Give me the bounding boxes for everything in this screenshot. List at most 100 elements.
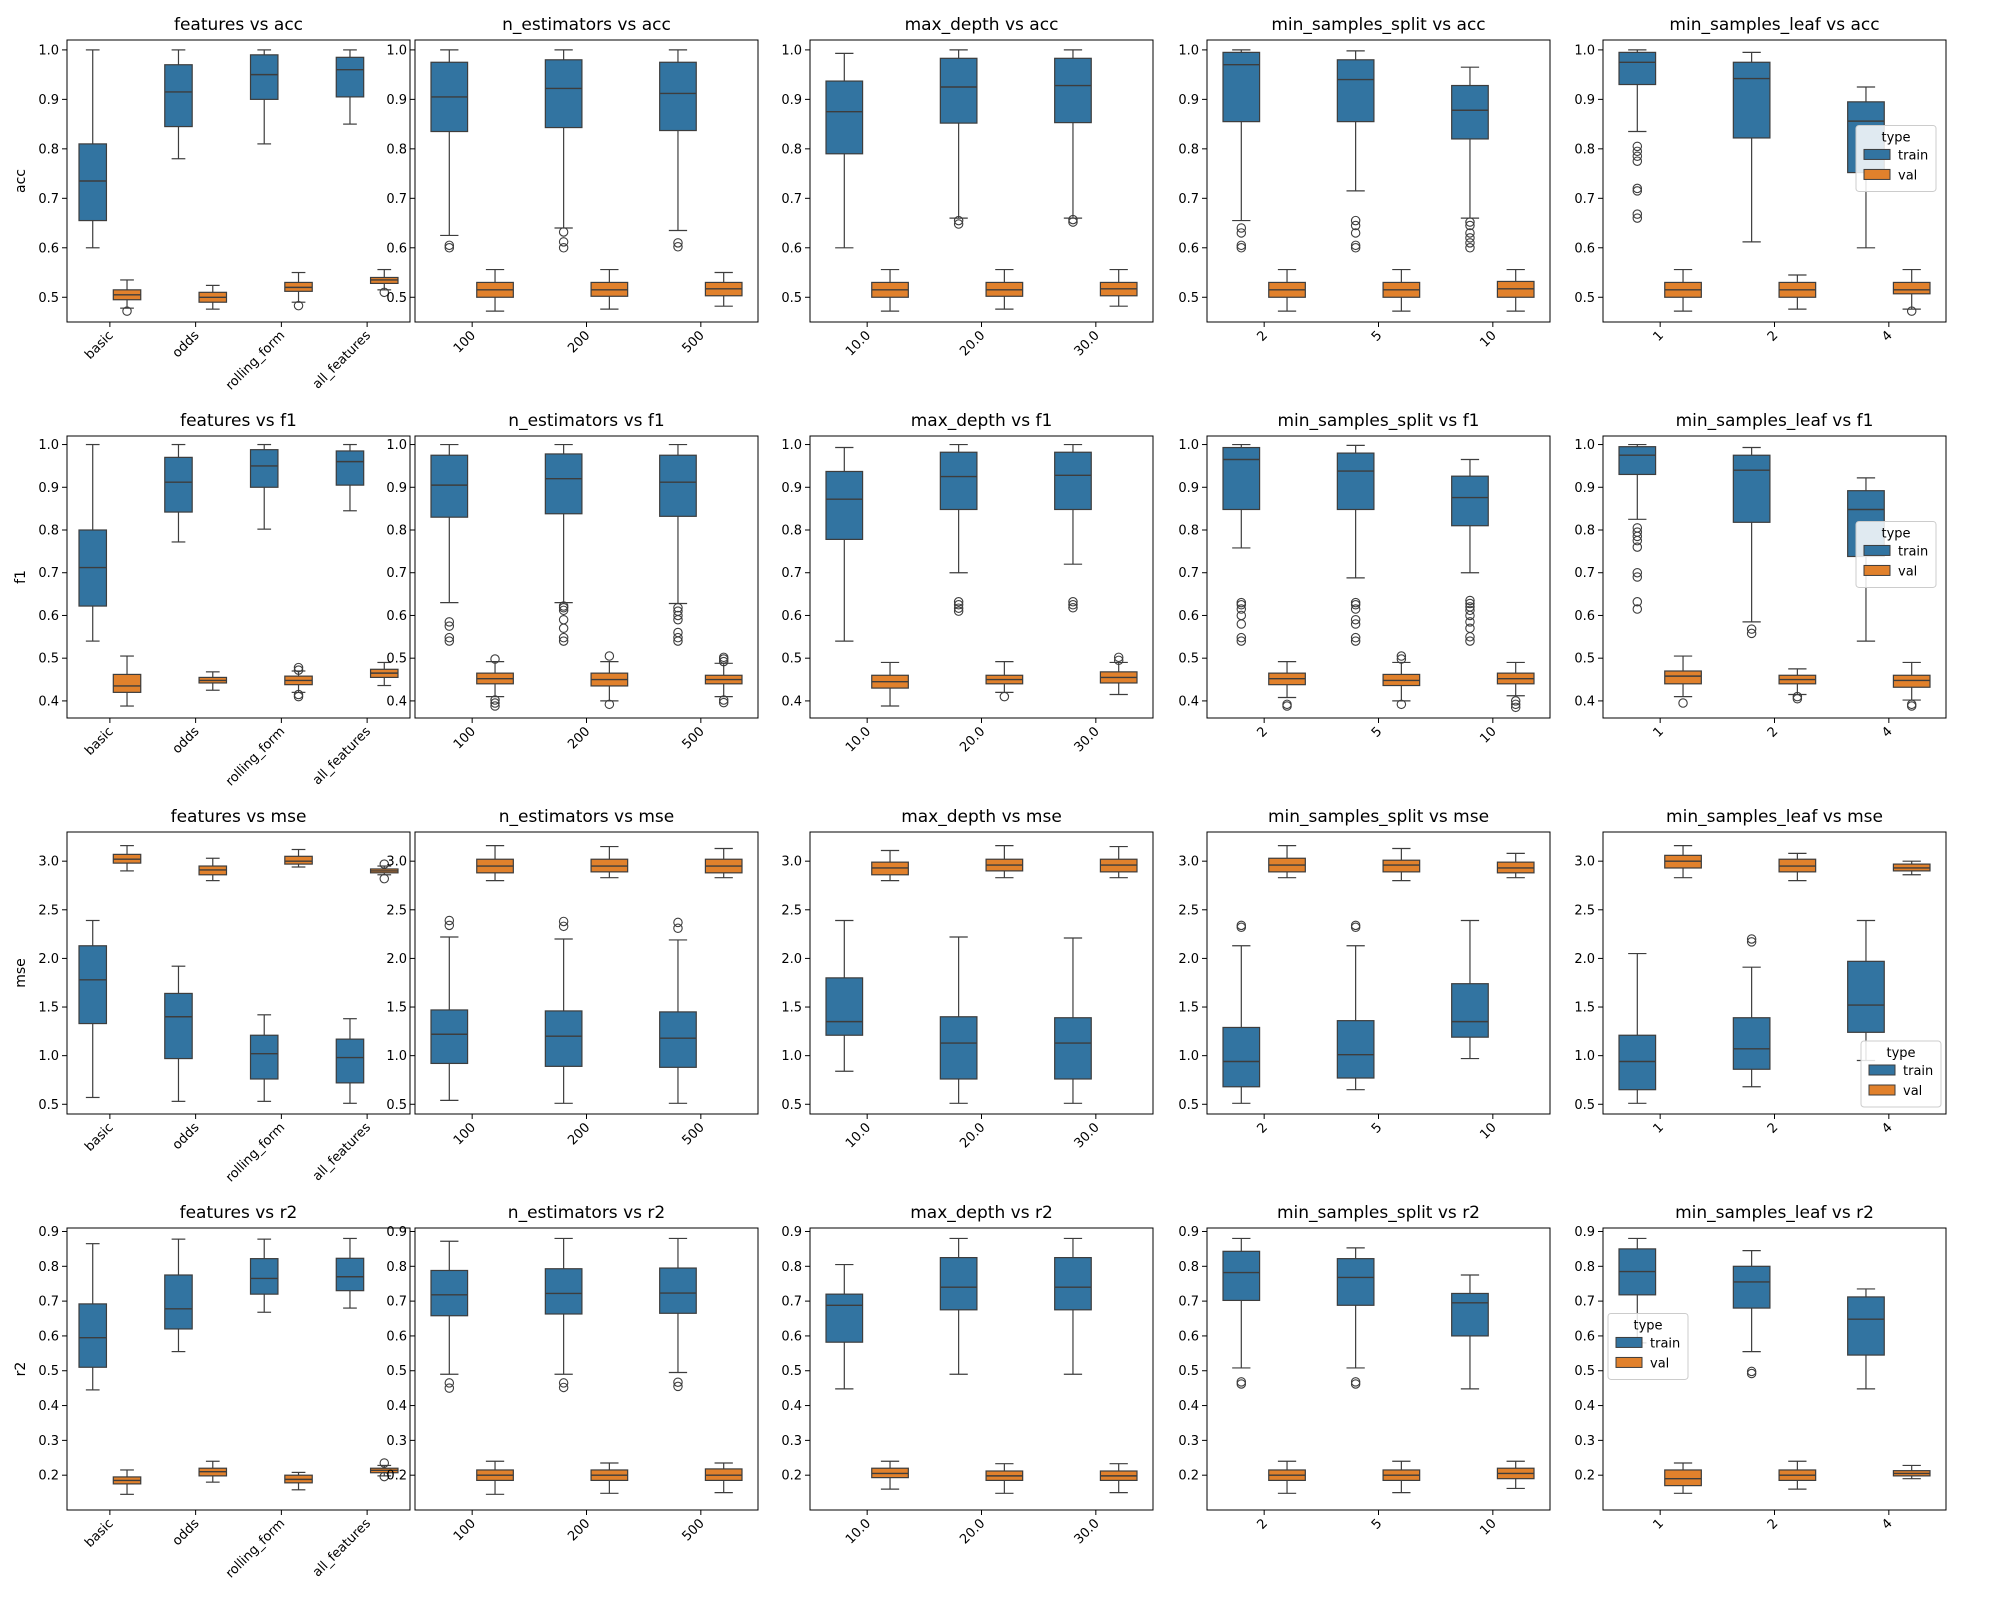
val-box bbox=[1382, 268, 1421, 312]
legend-label-train: train bbox=[1898, 148, 1928, 163]
box-iqr bbox=[544, 59, 583, 129]
outlier-point bbox=[1350, 215, 1361, 226]
train-box bbox=[1451, 1274, 1489, 1390]
outlier-point bbox=[1632, 597, 1643, 607]
legend-swatch-train bbox=[1615, 1336, 1643, 1348]
outlier-point bbox=[1350, 920, 1361, 931]
outlier-point bbox=[490, 698, 500, 708]
subplot-title: min_samples_split vs acc bbox=[1271, 15, 1485, 35]
subplot-title: min_samples_split vs f1 bbox=[1277, 411, 1479, 431]
box-iqr bbox=[1054, 1256, 1092, 1311]
box-iqr bbox=[78, 143, 108, 222]
y-axis-label: acc bbox=[13, 169, 29, 193]
outlier-point bbox=[1746, 628, 1757, 639]
outlier-point bbox=[1350, 614, 1361, 625]
box-iqr bbox=[1451, 84, 1489, 140]
y-tick-label: 0.7 bbox=[38, 566, 59, 581]
outlier-point bbox=[293, 300, 304, 311]
y-tick-label: 0.5 bbox=[1574, 1364, 1595, 1379]
y-tick-label: 1.5 bbox=[386, 1001, 407, 1016]
train-box bbox=[335, 49, 365, 125]
train-box bbox=[249, 1014, 279, 1102]
outlier-point bbox=[1068, 603, 1078, 613]
train-box bbox=[164, 965, 193, 1102]
outlier-point bbox=[718, 656, 729, 667]
outlier-point bbox=[1396, 654, 1407, 664]
train-box bbox=[825, 52, 864, 249]
outlier-point bbox=[1350, 1377, 1361, 1387]
train-box bbox=[1451, 458, 1489, 646]
legend-label-val: val bbox=[1898, 168, 1917, 183]
outlier-point bbox=[1350, 604, 1361, 614]
y-tick-label: 3.0 bbox=[1178, 855, 1199, 870]
outlier-point bbox=[1632, 186, 1643, 196]
val-box bbox=[1382, 1460, 1421, 1494]
y-tick-label: 2.5 bbox=[386, 903, 407, 918]
outlier-point bbox=[1632, 141, 1643, 152]
outlier-point bbox=[1465, 623, 1475, 634]
box-iqr bbox=[659, 454, 697, 517]
y-tick-label: 1.5 bbox=[38, 1001, 59, 1016]
val-box bbox=[369, 661, 399, 687]
y-tick-label: 0.6 bbox=[1574, 241, 1595, 256]
outlier-point bbox=[1792, 691, 1803, 702]
val-box bbox=[1099, 268, 1138, 307]
train-box bbox=[78, 443, 108, 642]
subplot-19: min_samples_split vs r2 0.2 0.3 0.4 0.5 0.6 0.… bbox=[1178, 1203, 1551, 1539]
outlier-point bbox=[1510, 702, 1521, 713]
train-box bbox=[659, 917, 697, 1104]
y-tick-label: 0.6 bbox=[1574, 609, 1595, 624]
train-box bbox=[1054, 443, 1092, 613]
y-tick-label: 1.0 bbox=[1178, 438, 1199, 453]
train-box bbox=[544, 443, 583, 646]
box-iqr bbox=[164, 64, 193, 128]
y-tick-label: 0.3 bbox=[781, 1434, 802, 1449]
y-tick-label: 0.9 bbox=[38, 93, 59, 108]
train-box bbox=[1054, 937, 1092, 1104]
y-tick-label: 0.8 bbox=[386, 524, 407, 539]
y-tick-label: 2.0 bbox=[386, 952, 407, 967]
val-box bbox=[704, 652, 743, 708]
box-iqr bbox=[249, 449, 279, 488]
box-iqr bbox=[1054, 1017, 1092, 1080]
train-box bbox=[164, 49, 193, 160]
val-box bbox=[284, 662, 313, 702]
box-iqr bbox=[544, 1010, 583, 1067]
axes-frame bbox=[809, 831, 1154, 1115]
outlier-point bbox=[444, 1383, 455, 1393]
outlier-point bbox=[1282, 699, 1292, 710]
subplot-5: min_samples_leaf vs acc 0.5 0.6 0.7 0.8 0.9 1.… bbox=[1574, 15, 1947, 345]
axes-frame bbox=[1602, 435, 1947, 719]
outlier-point bbox=[1632, 151, 1643, 162]
val-box bbox=[1268, 845, 1306, 879]
outlier-point bbox=[490, 701, 500, 711]
outlier-point bbox=[1350, 619, 1361, 629]
val-box bbox=[1496, 661, 1535, 713]
val-box bbox=[985, 660, 1024, 702]
box-iqr bbox=[164, 1274, 193, 1330]
outlier-point bbox=[379, 287, 390, 298]
outlier-point bbox=[444, 240, 455, 251]
val-box bbox=[112, 1469, 142, 1495]
outlier-point bbox=[444, 1378, 455, 1388]
axes-frame bbox=[809, 435, 1154, 719]
val-box bbox=[284, 1471, 313, 1491]
y-tick-label: 0.6 bbox=[386, 1329, 407, 1344]
box-iqr bbox=[1451, 475, 1489, 527]
outlier-point bbox=[379, 873, 390, 884]
val-box bbox=[1496, 268, 1535, 312]
subplot-title: features vs mse bbox=[171, 807, 307, 827]
subplot-title: max_depth vs mse bbox=[901, 807, 1062, 827]
y-tick-label: 1.0 bbox=[1574, 438, 1595, 453]
y-tick-label: 0.7 bbox=[781, 1295, 802, 1310]
y-tick-label: 2.0 bbox=[781, 952, 802, 967]
y-tick-label: 0.6 bbox=[38, 609, 59, 624]
y-tick-label: 0.3 bbox=[1178, 1434, 1199, 1449]
train-box bbox=[164, 443, 193, 543]
train-box bbox=[659, 443, 697, 646]
outlier-point bbox=[1632, 209, 1643, 219]
outlier-point bbox=[1350, 597, 1361, 608]
y-tick-label: 0.9 bbox=[386, 1225, 407, 1240]
outlier-point bbox=[1632, 527, 1643, 537]
outlier-point bbox=[444, 621, 455, 631]
